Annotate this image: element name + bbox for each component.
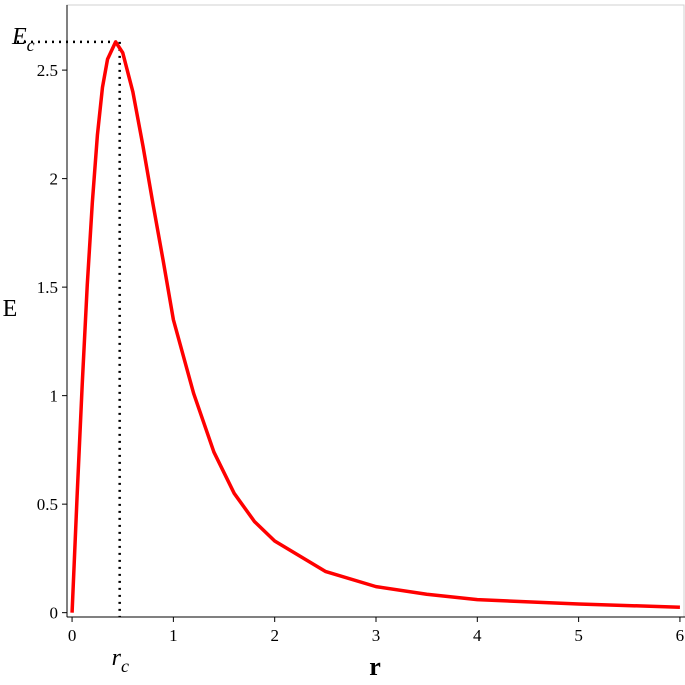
critical-x-label-sub: c xyxy=(121,656,129,676)
y-axis-label: E xyxy=(3,296,18,322)
plot-frame xyxy=(66,4,685,618)
y-tick-label: 0 xyxy=(50,604,59,623)
y-tick-label: 1.5 xyxy=(37,278,58,297)
critical-y-label-sub: c xyxy=(27,35,35,55)
y-tick-label: 0.5 xyxy=(37,495,58,514)
x-tick-label: 2 xyxy=(270,626,279,645)
y-tick-label: 1 xyxy=(50,387,59,406)
x-tick-label: 6 xyxy=(676,626,685,645)
x-tick-label: 1 xyxy=(169,626,178,645)
critical-x-label-main: r xyxy=(112,645,122,671)
critical-y-label: Ec xyxy=(11,24,35,55)
critical-y-label-main: E xyxy=(11,24,27,50)
x-tick-label: 0 xyxy=(68,626,77,645)
y-tick-label: 2 xyxy=(50,170,59,189)
x-axis-label: r xyxy=(369,652,381,681)
critical-x-label: rc xyxy=(112,645,129,676)
data-line xyxy=(70,40,680,613)
x-tick-label: 4 xyxy=(473,626,482,645)
x-tick-label: 5 xyxy=(574,626,583,645)
y-tick-label: 2.5 xyxy=(37,61,58,80)
x-tick-label: 3 xyxy=(372,626,381,645)
